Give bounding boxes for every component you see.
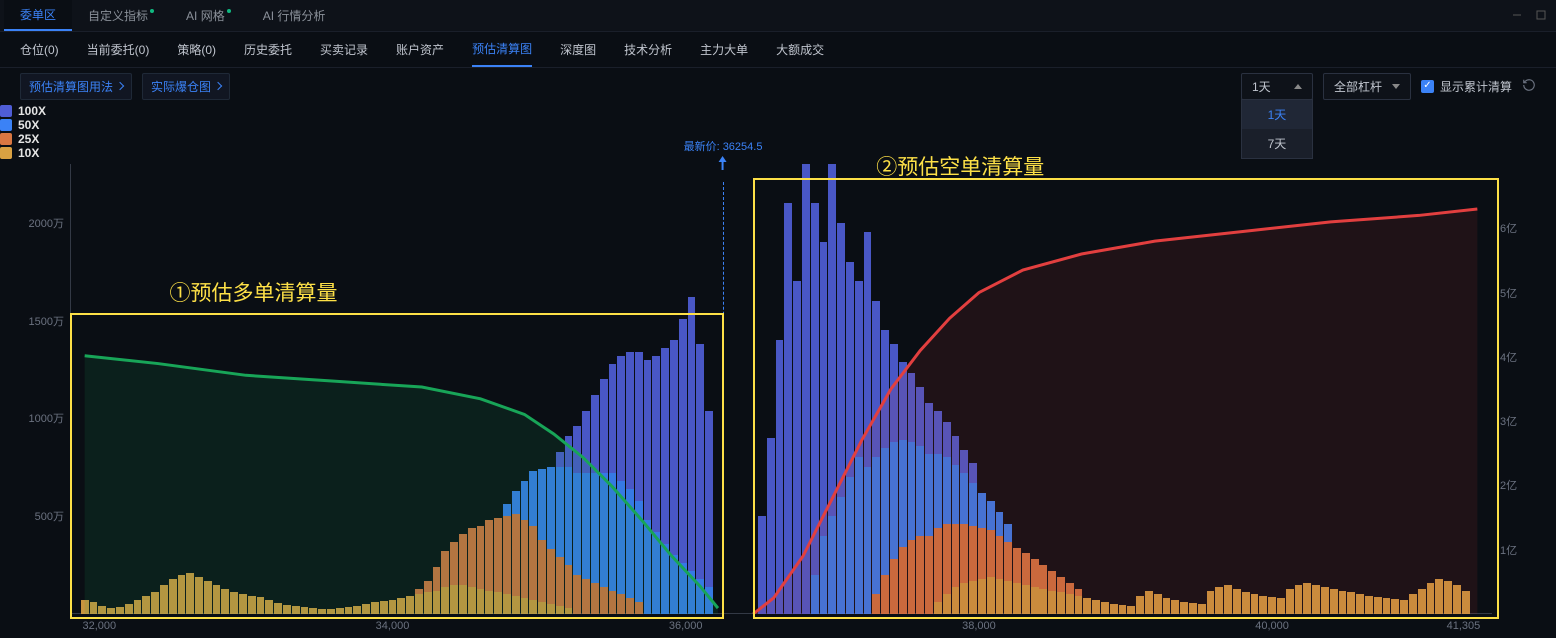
y-tick-label: 5亿 xyxy=(1500,285,1517,301)
x-axis: 32,000 34,000 36,000 38,000 40,000 41,305 xyxy=(70,618,1492,638)
short-cumulative-area xyxy=(753,209,1477,614)
cumulative-checkbox[interactable]: ✓ 显示累计清算 xyxy=(1421,78,1512,95)
actual-link-label: 实际爆仓图 xyxy=(151,78,211,95)
window-tab[interactable]: 委单区 xyxy=(4,0,72,31)
legend-swatch-icon xyxy=(0,105,12,117)
x-tick-label: 41,305 xyxy=(1447,620,1481,632)
y-axis-right: 1亿 2亿 3亿 4亿 5亿 6亿 xyxy=(1496,164,1536,614)
liquidation-chart: 500万 1000万 1500万 2000万 1亿 2亿 3亿 4亿 5亿 6亿 最新价: 36… xyxy=(20,160,1536,638)
x-tick-label: 40,000 xyxy=(1255,620,1289,632)
actual-liquidation-link[interactable]: 实际爆仓图 xyxy=(142,73,230,100)
x-tick-label: 32,000 xyxy=(82,620,116,632)
legend-item[interactable]: 10X xyxy=(0,146,1556,160)
window-tab[interactable]: AI 网格 xyxy=(170,0,247,31)
section-tab[interactable]: 历史委托 xyxy=(244,33,292,66)
chevron-right-icon xyxy=(214,82,222,90)
price-marker-line xyxy=(723,182,724,614)
cumulative-label: 显示累计清算 xyxy=(1440,78,1512,95)
minimize-icon[interactable] xyxy=(1512,9,1522,23)
legend-label: 10X xyxy=(18,146,39,160)
window-controls xyxy=(1512,9,1556,23)
section-tab[interactable]: 主力大单 xyxy=(700,33,748,66)
section-tab[interactable]: 账户资产 xyxy=(396,33,444,66)
legend-label: 100X xyxy=(18,104,46,118)
section-tab-bar: 仓位(0) 当前委托(0) 策略(0) 历史委托买卖记录账户资产预估清算图深度图技术分… xyxy=(0,32,1556,68)
section-tab[interactable]: 深度图 xyxy=(560,33,596,66)
time-range-dropdown: 1天7天 xyxy=(1241,99,1313,159)
legend-item[interactable]: 25X xyxy=(0,132,1556,146)
check-icon: ✓ xyxy=(1421,80,1434,93)
legend-label: 25X xyxy=(18,132,39,146)
window-tab-bar: 委单区自定义指标AI 网格AI 行情分析 xyxy=(0,0,1556,32)
y-tick-label: 2亿 xyxy=(1500,477,1517,493)
x-tick-label: 36,000 xyxy=(669,620,703,632)
y-tick-label: 500万 xyxy=(35,508,64,524)
legend-swatch-icon xyxy=(0,147,12,159)
long-cumulative-area xyxy=(85,356,718,614)
time-range-value: 1天 xyxy=(1252,78,1271,95)
dropdown-option[interactable]: 1天 xyxy=(1242,100,1312,129)
y-tick-label: 3亿 xyxy=(1500,413,1517,429)
section-tab[interactable]: 买卖记录 xyxy=(320,33,368,66)
section-tab[interactable]: 大额成交 xyxy=(776,33,824,66)
window-tab[interactable]: AI 行情分析 xyxy=(247,0,342,31)
y-tick-label: 1000万 xyxy=(29,410,64,426)
chart-toolbar: 预估清算图用法 实际爆仓图 1天 1天7天 全部杠杆 ✓ 显示累计清算 xyxy=(0,68,1556,104)
y-tick-label: 6亿 xyxy=(1500,220,1517,236)
section-tab[interactable]: 预估清算图 xyxy=(472,32,532,67)
dropdown-option[interactable]: 7天 xyxy=(1242,129,1312,158)
legend-item[interactable]: 50X xyxy=(0,118,1556,132)
refresh-icon[interactable] xyxy=(1522,78,1536,95)
y-tick-label: 2000万 xyxy=(29,215,64,231)
badge-dot-icon xyxy=(150,9,154,13)
y-tick-label: 4亿 xyxy=(1500,349,1517,365)
x-tick-label: 38,000 xyxy=(962,620,996,632)
leverage-value: 全部杠杆 xyxy=(1334,78,1382,95)
time-range-select[interactable]: 1天 1天7天 xyxy=(1241,73,1313,100)
section-tab[interactable]: 策略(0) xyxy=(177,33,216,66)
usage-link-label: 预估清算图用法 xyxy=(29,78,113,95)
y-tick-label: 1亿 xyxy=(1500,542,1517,558)
maximize-icon[interactable] xyxy=(1536,9,1546,23)
legend-swatch-icon xyxy=(0,133,12,145)
badge-dot-icon xyxy=(227,9,231,13)
window-tab[interactable]: 自定义指标 xyxy=(72,0,170,31)
plot-area[interactable]: 最新价: 36254.5 ①预估多单清算量②预估空单清算量 xyxy=(70,164,1492,614)
section-tab[interactable]: 技术分析 xyxy=(624,33,672,66)
y-tick-label: 1500万 xyxy=(29,313,64,329)
caret-down-icon xyxy=(1392,84,1400,89)
legend-label: 50X xyxy=(18,118,39,132)
legend-item[interactable]: 100X xyxy=(0,104,1556,118)
legend-swatch-icon xyxy=(0,119,12,131)
leverage-select[interactable]: 全部杠杆 xyxy=(1323,73,1411,100)
y-axis-left: 500万 1000万 1500万 2000万 xyxy=(20,164,68,614)
price-marker-label: 最新价: 36254.5 xyxy=(684,138,763,170)
usage-link[interactable]: 预估清算图用法 xyxy=(20,73,132,100)
section-tab[interactable]: 当前委托(0) xyxy=(87,33,150,66)
caret-up-icon xyxy=(1294,84,1302,89)
x-tick-label: 34,000 xyxy=(376,620,410,632)
section-tab[interactable]: 仓位(0) xyxy=(20,33,59,66)
chevron-right-icon xyxy=(116,82,124,90)
